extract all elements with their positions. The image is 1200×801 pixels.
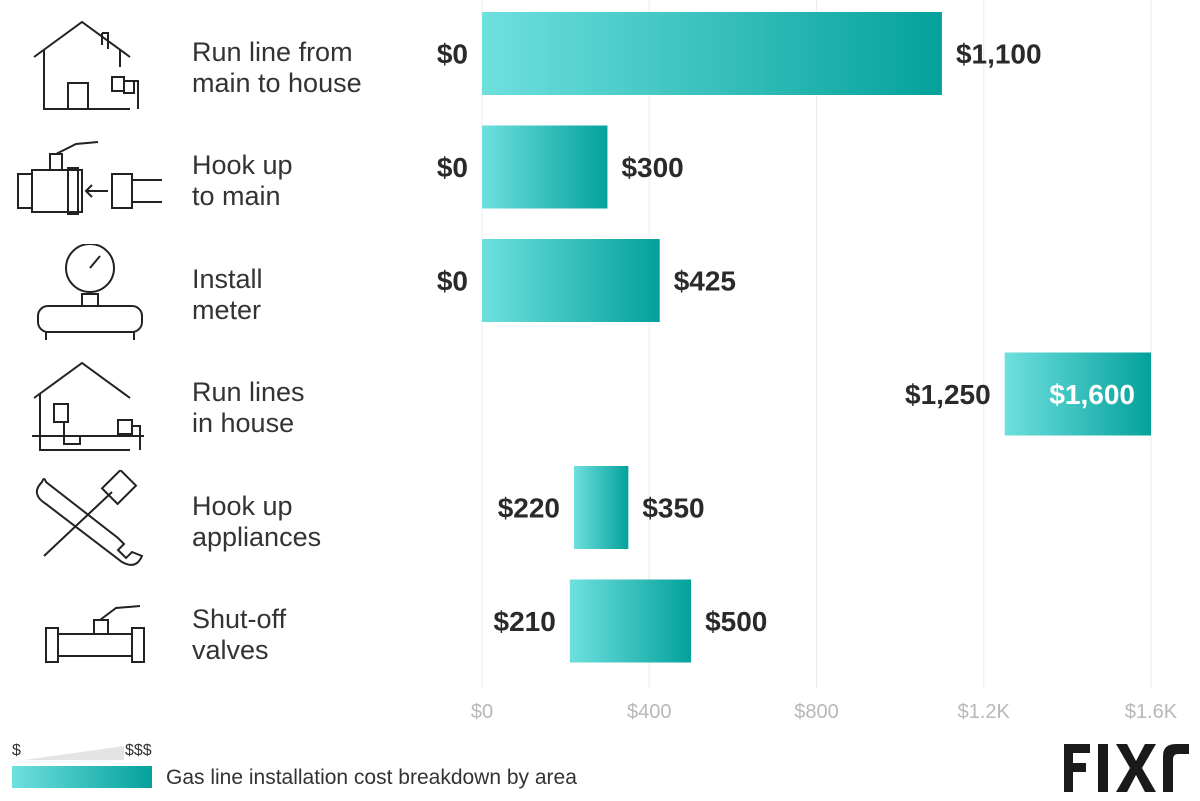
low-value-label: $0 bbox=[437, 266, 468, 297]
x-tick-label: $800 bbox=[794, 701, 839, 723]
low-value-label: $1,250 bbox=[905, 379, 991, 410]
high-value-label: $1,600 bbox=[1049, 379, 1135, 410]
cost-bar bbox=[482, 125, 608, 209]
gauge-meter-icon bbox=[12, 243, 162, 340]
x-tick-label: $1.2K bbox=[958, 701, 1011, 723]
valve-pipe-icon bbox=[12, 130, 165, 226]
cost-bar bbox=[482, 239, 660, 322]
low-value-label: $0 bbox=[437, 39, 468, 70]
legend-gradient-bar bbox=[12, 766, 152, 788]
legend-wedge bbox=[24, 746, 124, 760]
x-tick-label: $0 bbox=[471, 701, 493, 723]
cost-bar bbox=[1004, 352, 1151, 436]
cost-bar bbox=[482, 12, 942, 95]
high-value-label: $300 bbox=[621, 152, 683, 183]
category-label-install-meter: Install meter bbox=[192, 264, 263, 325]
legend-high-label: $$$ bbox=[125, 742, 152, 759]
grid-lines bbox=[481, 0, 1152, 688]
low-value-label: $0 bbox=[437, 152, 468, 183]
category-label-run-lines-house: Run lines in house bbox=[192, 377, 305, 438]
high-value-label: $425 bbox=[674, 266, 736, 297]
category-label-run-line-main: Run line from main to house bbox=[192, 37, 362, 98]
house-meter-icon bbox=[12, 17, 162, 113]
low-value-label: $220 bbox=[498, 493, 560, 524]
wrench-screwdriver-icon bbox=[12, 468, 162, 566]
fixr-logo bbox=[1064, 742, 1189, 794]
cost-bar bbox=[573, 466, 629, 549]
bars bbox=[482, 12, 1151, 663]
legend-caption: Gas line installation cost breakdown by … bbox=[166, 766, 577, 789]
high-value-label: $350 bbox=[642, 493, 704, 524]
shutoff-valve-icon bbox=[12, 584, 162, 680]
high-value-label: $500 bbox=[705, 606, 767, 637]
high-value-label: $1,100 bbox=[956, 39, 1042, 70]
value-labels: $0 $1,100 $0 $300 $0 $425 $1,250 $1,600 $220 $350… bbox=[437, 39, 1135, 638]
legend-low-label: $ bbox=[12, 742, 21, 759]
cost-bar bbox=[569, 579, 692, 663]
x-tick-label: $1.6K bbox=[1125, 701, 1178, 723]
category-label-hook-up-main: Hook up to main bbox=[192, 150, 293, 211]
x-tick-label: $400 bbox=[627, 701, 672, 723]
x-axis-ticks: $0 $400 $800 $1.2K $1.6K bbox=[471, 701, 1178, 723]
category-label-hook-up-appliances: Hook up appliances bbox=[192, 491, 322, 552]
category-label-shutoff-valves: Shut-off valves bbox=[192, 604, 287, 665]
house-pipes-icon bbox=[12, 358, 162, 454]
low-value-label: $210 bbox=[494, 606, 556, 637]
